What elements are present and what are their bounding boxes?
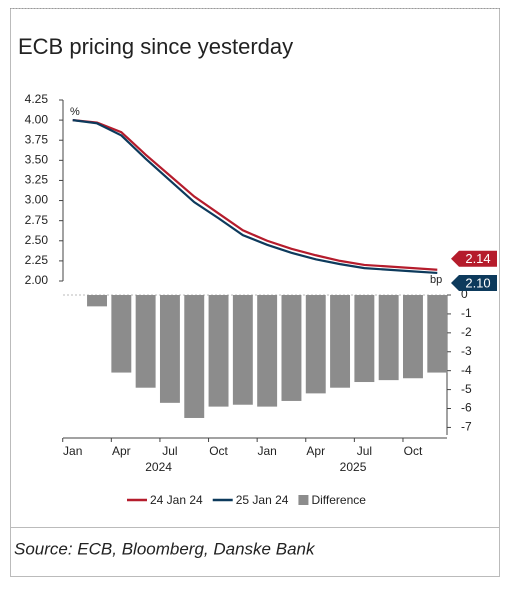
y-tick-label: 4.25 <box>25 92 49 106</box>
line <box>72 119 438 275</box>
y2-tick-label: -2 <box>461 325 472 339</box>
legend-label: 25 Jan 24 <box>236 493 289 507</box>
x-tick-label: Apr <box>112 444 131 458</box>
frame <box>10 8 500 577</box>
y-tick-label: 2.75 <box>25 213 49 227</box>
y-tick-label: 3.75 <box>25 132 49 146</box>
bar <box>208 295 229 407</box>
y-tick-label: 2.25 <box>25 253 49 267</box>
legend-label: Difference <box>311 493 366 507</box>
line <box>72 119 438 271</box>
x-tick-label: Apr <box>306 444 325 458</box>
y2-tick-label: -4 <box>461 363 472 377</box>
y2-tick-label: -6 <box>461 401 472 415</box>
legend-swatch <box>298 495 309 505</box>
y-tick-label: 3.50 <box>25 153 49 167</box>
bar <box>232 295 253 405</box>
y-tick-label: 2.50 <box>25 233 49 247</box>
source: Source: ECB, Bloomberg, Danske Bank <box>14 539 316 558</box>
x-tick-label: Jan <box>63 444 82 458</box>
bar <box>111 295 132 373</box>
bar <box>354 295 375 383</box>
year-label: 2025 <box>340 460 367 474</box>
x-tick-label: Jul <box>162 444 177 458</box>
y-tick-label: 3.00 <box>25 193 49 207</box>
end-label: 2.10 <box>465 275 490 290</box>
y-tick-label: 2.00 <box>25 273 49 287</box>
y2-tick-label: -5 <box>461 382 472 396</box>
y2-tick-label: 0 <box>461 287 468 301</box>
x-tick-label: Oct <box>404 444 423 458</box>
y-unit: % <box>70 106 80 118</box>
x-tick-label: Oct <box>209 444 228 458</box>
end-label-box <box>451 274 497 291</box>
bar <box>184 295 205 418</box>
bar <box>330 295 351 388</box>
y2-tick-label: -7 <box>461 420 472 434</box>
bar <box>257 295 278 407</box>
end-label-box <box>451 250 497 267</box>
chart-title: ECB pricing since yesterday <box>18 34 293 59</box>
y-tick-label: 4.00 <box>25 112 49 126</box>
bar <box>305 295 326 394</box>
bar <box>281 295 302 401</box>
y2-unit: bp <box>430 274 442 286</box>
bar <box>135 295 156 388</box>
end-label: 2.14 <box>465 251 490 266</box>
bar <box>378 295 399 381</box>
y2-tick-label: -1 <box>461 306 472 320</box>
x-tick-label: Jan <box>257 444 276 458</box>
bar <box>159 295 180 403</box>
y2-tick-label: -3 <box>461 344 472 358</box>
legend-label: 24 Jan 24 <box>150 493 203 507</box>
bar <box>403 295 423 379</box>
x-tick-label: Jul <box>357 444 372 458</box>
bar <box>427 295 448 373</box>
bar <box>87 295 107 307</box>
year-label: 2024 <box>145 460 172 474</box>
y-tick-label: 3.25 <box>25 173 49 187</box>
